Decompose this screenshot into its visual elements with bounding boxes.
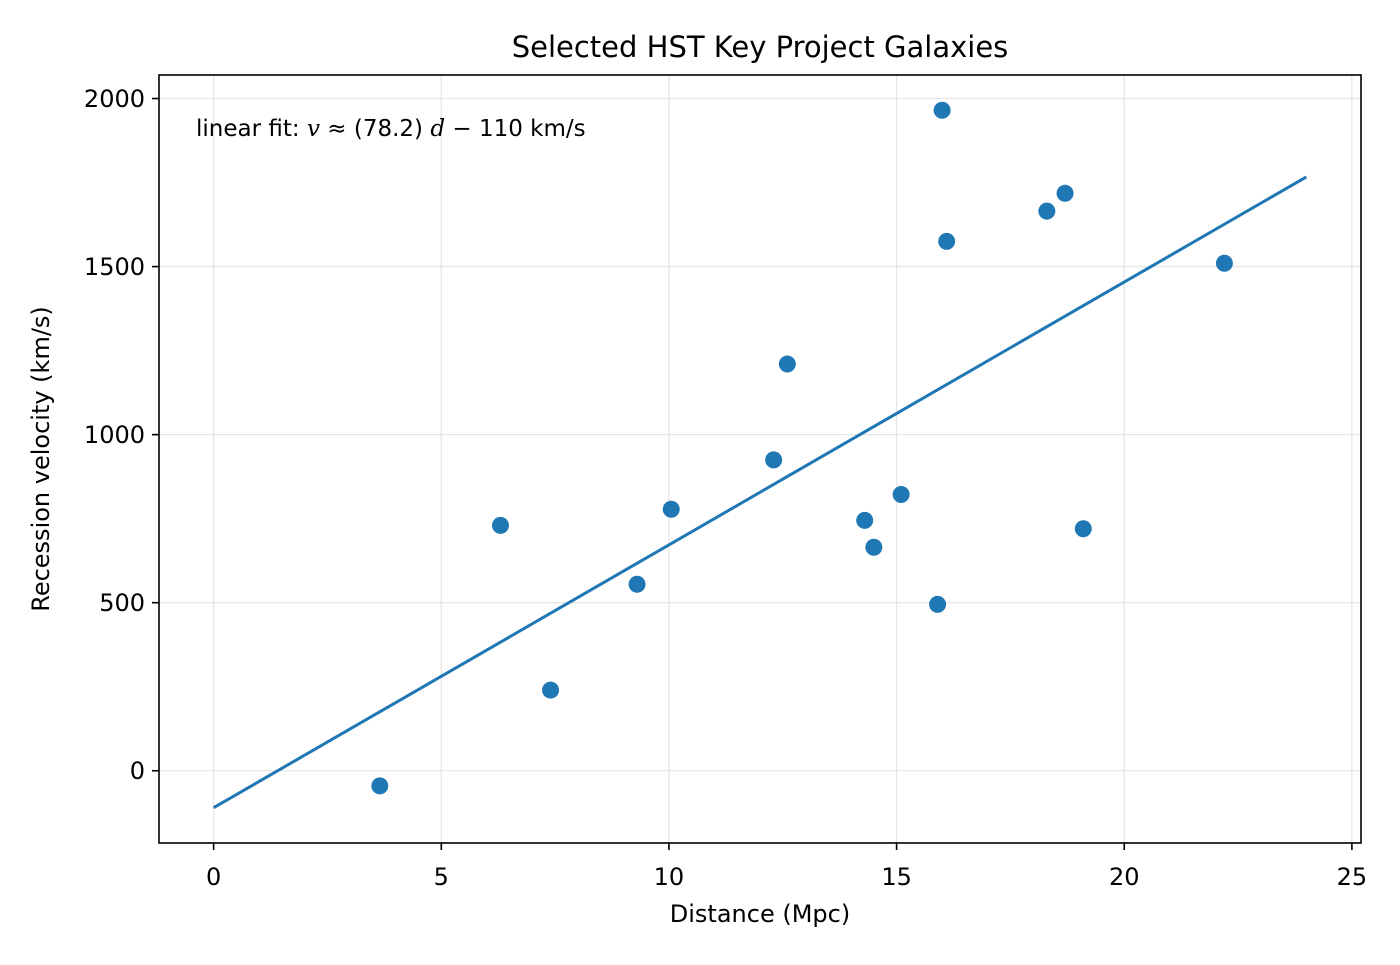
- data-point: [933, 101, 951, 119]
- data-point: [542, 681, 560, 699]
- data-point: [1038, 202, 1056, 220]
- data-point: [628, 575, 646, 593]
- data-point: [892, 485, 910, 503]
- fit-annotation: linear fit: v ≈ (78.2) d − 110 km/s: [196, 116, 586, 142]
- y-tick-label: 2000: [84, 85, 145, 113]
- x-tick-label: 15: [881, 863, 912, 891]
- data-point: [1215, 254, 1233, 272]
- fit-annotation-d: d: [430, 116, 445, 142]
- x-axis-label: Distance (Mpc): [670, 900, 850, 928]
- fit-annotation-rest: − 110 km/s: [452, 116, 585, 142]
- fit-line-layer: [212, 175, 1308, 810]
- data-point: [1074, 520, 1092, 538]
- data-point: [1056, 184, 1074, 202]
- fit-annotation-v: v: [307, 116, 320, 142]
- data-point: [765, 451, 783, 469]
- x-tick-label: 5: [434, 863, 449, 891]
- fit-annotation-approx: ≈: [327, 116, 354, 142]
- fit-annotation-prefix: linear fit:: [196, 116, 307, 142]
- data-point: [856, 511, 874, 529]
- x-tick-label: 25: [1337, 863, 1368, 891]
- fit-line: [212, 175, 1308, 810]
- data-point: [491, 516, 509, 534]
- data-point: [778, 355, 796, 373]
- y-tick-label: 1500: [84, 253, 145, 281]
- y-tick-label: 500: [99, 589, 145, 617]
- data-point: [938, 232, 956, 250]
- data-point: [662, 500, 680, 518]
- x-tick-label: 20: [1109, 863, 1140, 891]
- points-layer: [371, 101, 1233, 795]
- data-point: [865, 538, 883, 556]
- fit-annotation-coef: (78.2): [354, 116, 423, 142]
- y-axis-label: Recession velocity (km/s): [27, 306, 55, 612]
- x-tick-label: 0: [206, 863, 221, 891]
- grid-layer: [159, 75, 1361, 843]
- y-tick-label: 0: [130, 757, 145, 785]
- data-point: [371, 777, 389, 795]
- data-point: [929, 595, 947, 613]
- y-tick-label: 1000: [84, 421, 145, 449]
- tick-layer: 0 5 10 15 20 25 0 500 1000 1500 2000: [84, 85, 1367, 891]
- x-tick-label: 10: [654, 863, 685, 891]
- chart-title: Selected HST Key Project Galaxies: [512, 30, 1009, 64]
- plot-frame: [158, 74, 1362, 844]
